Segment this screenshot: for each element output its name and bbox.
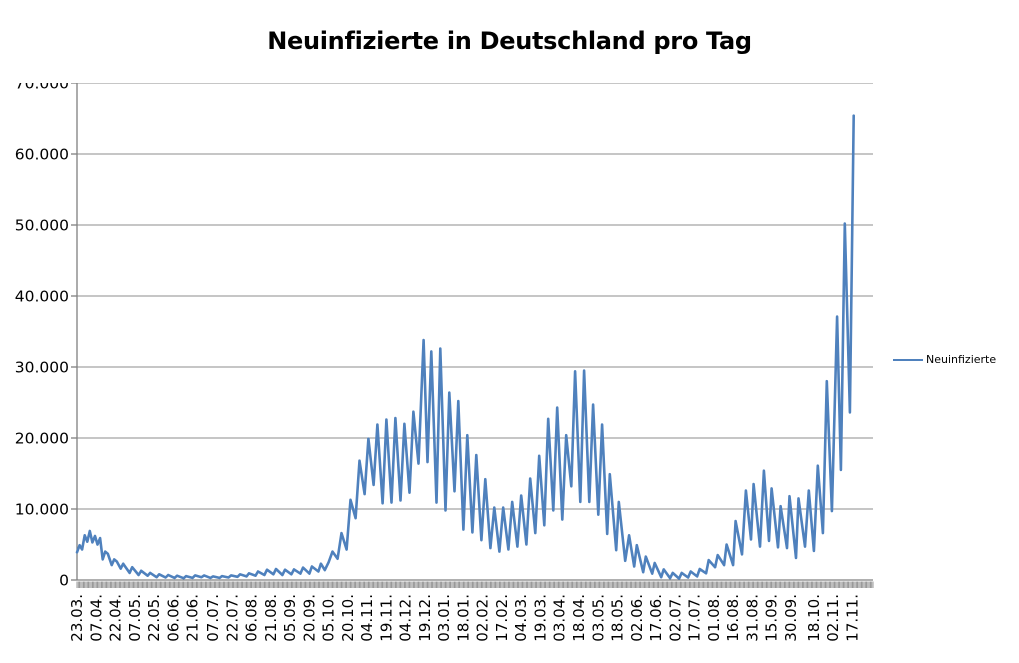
x-tick-label: 22.04. (107, 594, 125, 642)
x-tick-label: 31.08. (743, 594, 761, 642)
x-tick-label: 17.11. (843, 594, 861, 642)
x-tick-label: 01.08. (705, 594, 723, 642)
x-tick-label: 20.09. (300, 594, 318, 642)
x-tick-label: 05.10. (320, 594, 338, 642)
y-tick-label: 40.000 (15, 288, 69, 306)
chart-title: Neuinfizierte in Deutschland pro Tag (267, 27, 752, 55)
x-tick-label: 02.07. (666, 594, 684, 642)
x-tick-label: 19.12. (416, 594, 434, 642)
x-tick-label: 07.04. (87, 594, 105, 642)
axes (71, 83, 873, 581)
legend-line-marker (893, 358, 923, 361)
x-tick-label: 15.09. (763, 594, 781, 642)
y-tick-label: 0 (59, 572, 69, 590)
legend-series-label: Neuinfizierte (926, 353, 997, 366)
x-tick-label: 18.04. (570, 594, 588, 642)
x-tick-label: 18.01. (454, 594, 472, 642)
x-tick-label: 21.08. (262, 594, 280, 642)
x-tick-label: 23.03. (68, 594, 86, 642)
x-tick-label: 19.03. (531, 594, 549, 642)
x-tick-label: 20.10. (339, 594, 357, 642)
y-axis-labels: 0 10.000 20.000 30.000 40.000 50.000 60.000 70.… (15, 83, 69, 590)
x-tick-label: 03.01. (435, 594, 453, 642)
y-tick-label: 30.000 (15, 359, 69, 377)
series-line-neuinfizierte (75, 114, 856, 580)
x-tick-label: 07.07. (204, 594, 222, 642)
x-tick-label: 03.04. (551, 594, 569, 642)
x-axis-daily-tick-band (76, 581, 874, 588)
x-tick-label: 17.07. (686, 594, 704, 642)
y-tick-label: 60.000 (15, 146, 69, 164)
x-tick-label: 17.02. (493, 594, 511, 642)
x-tick-label: 04.12. (397, 594, 415, 642)
x-tick-label: 06.08. (243, 594, 261, 642)
x-tick-label: 05.09. (281, 594, 299, 642)
x-tick-label: 02.06. (628, 594, 646, 642)
x-tick-label: 18.10. (805, 594, 823, 642)
legend: Neuinfizierte (893, 352, 996, 367)
series-group (75, 114, 856, 580)
x-tick-label: 04.03. (512, 594, 530, 642)
y-tick-label: 20.000 (15, 430, 69, 448)
plot-area: 0 10.000 20.000 30.000 40.000 50.000 60.000 70.… (15, 83, 874, 642)
x-tick-label: 30.09. (782, 594, 800, 642)
y-tick-label: 70.000 (15, 83, 69, 93)
x-tick-label: 17.06. (647, 594, 665, 642)
x-tick-label: 22.07. (223, 594, 241, 642)
x-tick-label: 03.05. (589, 594, 607, 642)
x-tick-label: 02.11. (824, 594, 842, 642)
x-tick-label: 18.05. (609, 594, 627, 642)
x-tick-label: 21.06. (184, 594, 202, 642)
x-tick-label: 06.06. (164, 594, 182, 642)
x-tick-label: 19.11. (377, 594, 395, 642)
x-axis-labels: 23.03. 07.04. 22.04. 07.05. 22.05. 06.06. 21.0… (68, 594, 861, 642)
gridlines (77, 83, 873, 510)
x-tick-label: 22.05. (145, 594, 163, 642)
x-tick-label: 07.05. (126, 594, 144, 642)
y-tick-label: 50.000 (15, 217, 69, 235)
x-tick-label: 04.11. (358, 594, 376, 642)
x-tick-label: 16.08. (724, 594, 742, 642)
y-tick-label: 10.000 (15, 501, 69, 519)
x-tick-label: 02.02. (474, 594, 492, 642)
